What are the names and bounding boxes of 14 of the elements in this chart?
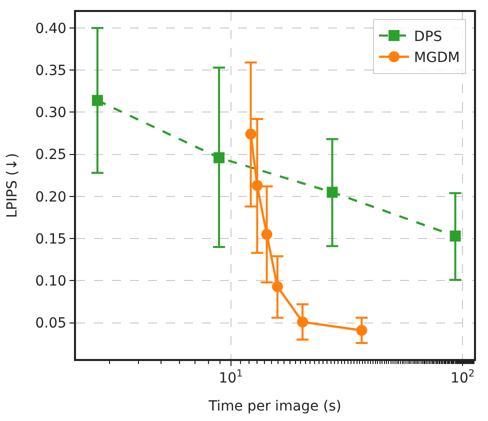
y-tick-label: 0.35 [35,63,66,80]
y-tick-label: 0.20 [35,189,66,206]
y-tick-label: 0.25 [35,147,66,164]
x-tick-label: 10$^{2}$ [450,368,475,387]
x-tick-label: 10$^{1}$ [218,368,243,387]
y-axis-title: LPIPS (↓) [4,153,20,218]
y-tick-label: 0.40 [35,20,66,37]
y-tick-label: 0.15 [35,231,66,248]
legend-label: DPS [414,29,442,45]
y-tick-label: 0.10 [35,274,66,290]
y-tick-label: 0.30 [35,105,66,122]
y-tick-label: 0.05 [35,316,66,332]
x-axis-title: Time per image (s) [208,398,342,414]
legend-label: MGDM [414,50,460,66]
